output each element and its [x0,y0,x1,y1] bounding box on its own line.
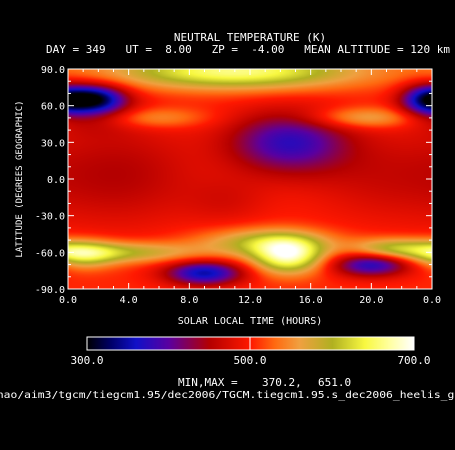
y-tick-label: 30.0 [41,138,65,149]
x-tick-label: 0.0 [59,295,77,306]
min-max-label: MIN,MAX = [178,376,238,389]
x-tick-label: 20.0 [359,295,383,306]
colorbar-label-min: 300.0 [70,354,103,367]
y-tick-label: 90.0 [41,65,65,76]
max-value: 651.0 [318,376,351,389]
y-axis-label: LATITUDE (DEGREES GEOGRAPHIC) [15,100,25,257]
x-tick-label: 8.0 [180,295,198,306]
y-tick-label: -30.0 [35,212,65,223]
axis-ticks: 0.0 4.0 8.0 12.0 16.0 20.0 0.090.060.030.00.0-… [35,65,441,306]
colorbar-label-mid: 500.0 [233,354,266,367]
x-tick-label: 4.0 [120,295,138,306]
y-tick-label: 0.0 [47,175,65,186]
min-value: 370.2, [262,376,302,389]
chart-subtitle: DAY = 349 UT = 8.00 ZP = -4.00 MEAN ALTI… [46,43,450,56]
x-axis-label: SOLAR LOCAL TIME (HOURS) [178,316,323,327]
x-tick-label: 12.0 [238,295,262,306]
x-tick-label: 16.0 [299,295,323,306]
footer-file-path: /hao/aim3/tgcm/tiegcm1.95/dec2006/TGCM.t… [0,390,455,401]
y-tick-label: -60.0 [35,248,65,259]
temperature-field [68,69,432,289]
colorbar-label-max: 700.0 [397,354,430,367]
y-tick-label: -90.0 [35,285,65,296]
y-tick-label: 60.0 [41,102,65,113]
temperature-field-image [68,69,432,289]
x-tick-label: 0.0 [423,295,441,306]
chart-title: NEUTRAL TEMPERATURE (K) [174,31,326,44]
